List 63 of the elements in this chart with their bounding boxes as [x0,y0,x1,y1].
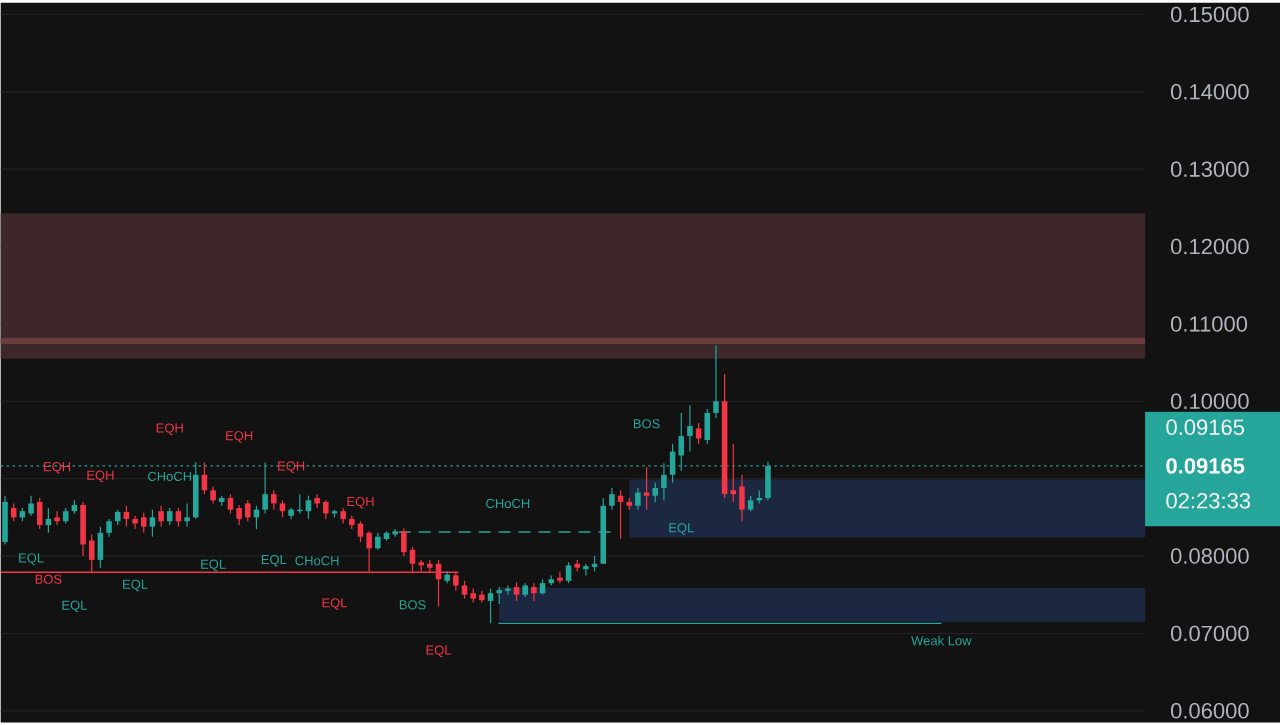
annotation: BOS [399,600,426,610]
candlestick [583,563,589,576]
y-tick-label: 0.07000 [1170,625,1249,642]
annotation: EQH [156,423,183,435]
candlestick [149,508,156,538]
annotation: EQL [201,559,226,571]
y-tick-label: 0.12000 [1170,238,1249,255]
y-tick-label: 0.11000 [1170,316,1248,332]
candlestick [132,515,138,530]
annotation: CHoCH [486,498,530,508]
annotation: EQH [87,470,114,482]
candlestick [652,481,659,503]
candlestick [557,570,563,584]
y-tick-label: 0.14000 [1170,83,1249,100]
annotation: BOS [633,419,660,429]
annotation: EQH [226,431,253,443]
annotation: CHoCH [295,555,339,566]
candlestick [487,587,494,624]
y-tick-label: 0.10000 [1170,393,1249,409]
candlestick [713,344,719,419]
y-tick-label: 0.06000 [1170,702,1249,719]
candlestick [123,505,130,528]
y-tick-label: 0.08000 [1170,548,1249,564]
y-tick-label: 0.13000 [1170,161,1249,177]
annotation: EQL [123,579,148,592]
annotation: EQH [347,496,374,509]
annotation: EQL [669,523,694,535]
candlestick [635,487,641,511]
candlestick [609,487,615,511]
candlestick [739,474,745,522]
candlestick [28,494,34,517]
ref-line-label: 0.09165 [1166,458,1245,474]
ref-line-label: Weak Low [911,635,972,646]
candlestick [305,494,312,520]
annotation: EQL [261,554,287,567]
text: 0.09165 [1166,419,1244,435]
candlestick [140,511,147,534]
annotation: EQH [44,461,71,474]
candlestick [184,502,190,528]
candlestick [687,404,693,453]
annotation: BOS [35,574,62,584]
candlestick [271,489,277,511]
candlestick [505,584,511,596]
text: 02:23:33 [1166,492,1251,509]
annotation: EQL [322,598,348,610]
y-tick-label: 0.15000 [1170,6,1249,23]
candlestick [565,561,572,584]
annotation: CHoCH [148,471,192,481]
candlestick [227,493,234,514]
annotation: EQL [426,645,452,657]
annotation: EQL [62,600,87,612]
annotation: EQL [19,553,44,565]
candlestick [314,493,320,509]
candlestick [730,443,737,503]
candlestick [323,499,329,520]
annotation: EQH [278,461,305,473]
candlestick [531,582,537,602]
candlestick [158,505,164,528]
candlestick [54,510,60,526]
candlestick [401,527,407,557]
candlestick [236,504,242,526]
candlestick [245,499,251,522]
candlestick [513,581,520,602]
